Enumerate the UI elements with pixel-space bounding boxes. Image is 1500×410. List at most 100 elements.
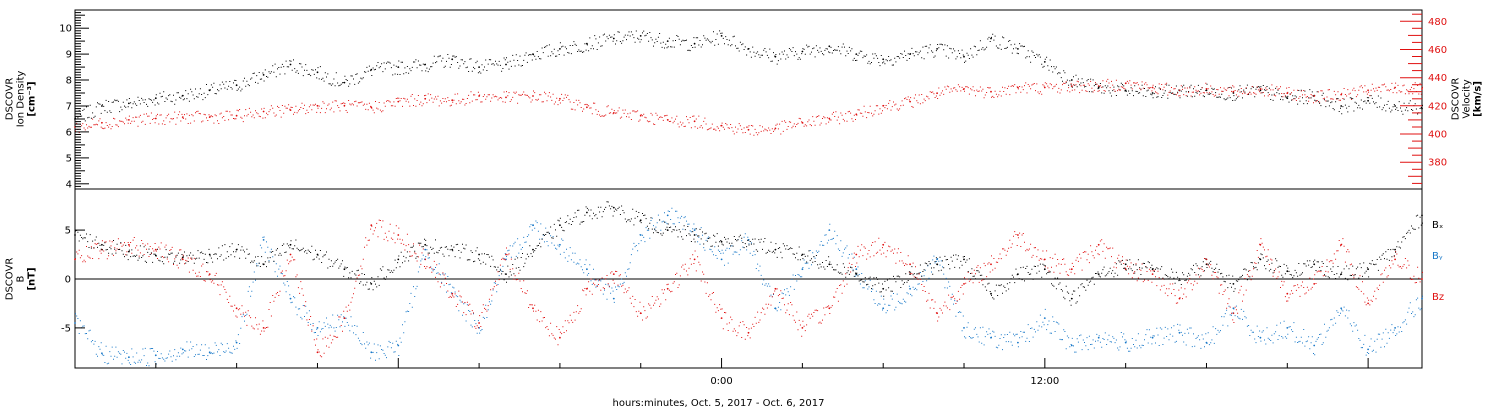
b-by-point-23 — [693, 229, 696, 232]
legend-entry-bx: Bₓ — [1432, 220, 1443, 231]
b-bz-point-2 — [127, 243, 130, 246]
density-velocity-point-velocity-31 — [909, 100, 911, 103]
density-tick-label: 10 — [59, 24, 72, 35]
b-by-point-22 — [666, 214, 669, 217]
density-axis-title-line: DSCOVR — [5, 78, 16, 121]
b-bx-point-18 — [559, 224, 561, 227]
b-bx-point-48 — [1367, 268, 1369, 271]
density-velocity-point-velocity-15 — [478, 95, 480, 97]
bx-trace — [75, 201, 1423, 306]
density-velocity-point-density-20 — [612, 37, 615, 40]
density-axis-title-line: [cm⁻³] — [27, 81, 38, 116]
b-bz-point-5 — [208, 273, 211, 275]
velocity-axis-title-group: DSCOVR Velocity [km/s] — [1451, 78, 1484, 121]
b-by-point-45 — [1286, 327, 1289, 329]
b-by-point-2 — [127, 356, 130, 359]
b-bz-point-37 — [1070, 268, 1073, 271]
density-velocity-point-density-12 — [397, 66, 400, 68]
density-velocity-point-density-14 — [451, 58, 454, 61]
density-velocity-point-density-35 — [1017, 48, 1019, 50]
density-velocity-point-velocity-42 — [1205, 88, 1208, 90]
b-by-point-30 — [882, 307, 885, 310]
b-bx-point-50 — [1421, 214, 1423, 217]
density-velocity-point-density-49 — [1394, 105, 1396, 107]
b-bx-point-45 — [1286, 270, 1289, 273]
b-bz-point-3 — [154, 248, 157, 251]
density-velocity-point-density-22 — [666, 40, 669, 42]
b-by-point-27 — [801, 268, 804, 271]
b-bx-point-39 — [1124, 263, 1127, 266]
b-bx-point-46 — [1313, 263, 1316, 266]
b-by-point-44 — [1259, 336, 1262, 339]
b-bz-point-6 — [235, 307, 238, 310]
density-velocity-point-density-8 — [289, 63, 292, 66]
b-by-point-1 — [101, 352, 103, 355]
density-velocity-point-velocity-10 — [343, 104, 346, 107]
legend-entry-bz: Bz — [1432, 292, 1444, 303]
b-bx-point-33 — [963, 258, 965, 261]
b-by-point-20 — [612, 297, 615, 300]
density-velocity-point-density-43 — [1232, 92, 1235, 94]
density-tick-label: 6 — [66, 127, 72, 138]
density-velocity-point-density-2 — [127, 102, 130, 105]
b-bz-point-45 — [1286, 292, 1289, 295]
density-velocity-point-density-21 — [639, 35, 642, 37]
b-by-point-12 — [397, 344, 400, 347]
density-tick-label: 7 — [66, 101, 72, 112]
b-tick-label: 5 — [65, 226, 71, 237]
density-velocity-point-velocity-43 — [1232, 90, 1235, 93]
b-by-point-24 — [720, 258, 723, 261]
velocity-tick-label: 380 — [1428, 158, 1447, 169]
b-by-point-48 — [1367, 348, 1369, 351]
b-bz-point-49 — [1394, 258, 1396, 261]
b-bx-point-23 — [693, 234, 696, 236]
b-by-point-4 — [181, 348, 184, 351]
b-by-point-46 — [1313, 344, 1316, 347]
b-axis-title-line: B — [16, 275, 27, 282]
b-bx-point-12 — [397, 258, 400, 261]
b-by-point-39 — [1124, 341, 1127, 344]
velocity-tick-label: 400 — [1428, 130, 1447, 141]
b-by-point-7 — [262, 239, 265, 241]
density-velocity-point-density-50 — [1421, 107, 1423, 110]
b-bz-point-24 — [720, 317, 723, 319]
b-bx-point-41 — [1178, 278, 1181, 280]
density-velocity-point-velocity-7 — [262, 110, 265, 113]
velocity-tick-label: 440 — [1428, 73, 1447, 84]
b-bx-point-49 — [1394, 248, 1396, 251]
b-by-point-47 — [1340, 307, 1343, 310]
b-bz-point-22 — [666, 287, 669, 290]
density-tick-label: 9 — [66, 50, 72, 61]
density-velocity-point-velocity-44 — [1259, 88, 1262, 90]
density-velocity-point-density-18 — [559, 48, 561, 50]
b-by-point-31 — [909, 287, 911, 290]
b-bz-point-31 — [909, 263, 911, 266]
density-velocity-point-density-36 — [1043, 61, 1046, 63]
b-by-point-49 — [1394, 327, 1396, 329]
density-velocity-point-density-44 — [1259, 89, 1262, 92]
density-velocity-point-velocity-4 — [181, 116, 184, 118]
density-velocity-point-velocity-17 — [532, 95, 534, 97]
b-bz-point-20 — [612, 273, 615, 275]
b-bz-point-27 — [801, 327, 804, 329]
b-bx-point-34 — [990, 292, 992, 295]
b-by-point-35 — [1017, 341, 1019, 344]
b-bz-point-33 — [963, 283, 965, 285]
b-bx-point-30 — [882, 287, 885, 290]
density-velocity-point-density-48 — [1367, 99, 1369, 102]
x-tick-label: 0:00 — [710, 376, 732, 387]
b-bz-point-12 — [397, 234, 400, 236]
b-bz-point-4 — [181, 258, 184, 261]
b-bx-point-26 — [774, 248, 777, 251]
b-bz-point-34 — [990, 263, 992, 266]
b-bz-point-29 — [855, 253, 858, 256]
b-bx-point-24 — [720, 240, 723, 243]
b-by-point-28 — [828, 229, 831, 232]
velocity-tick-label: 460 — [1428, 45, 1447, 56]
density-velocity-point-density-40 — [1151, 92, 1154, 94]
density-velocity-point-density-1 — [101, 105, 103, 107]
density-velocity-point-density-37 — [1070, 79, 1073, 81]
x-tick-label: 12:00 — [1030, 376, 1059, 387]
b-bx-point-5 — [208, 253, 211, 256]
b-bz-point-40 — [1151, 273, 1154, 275]
